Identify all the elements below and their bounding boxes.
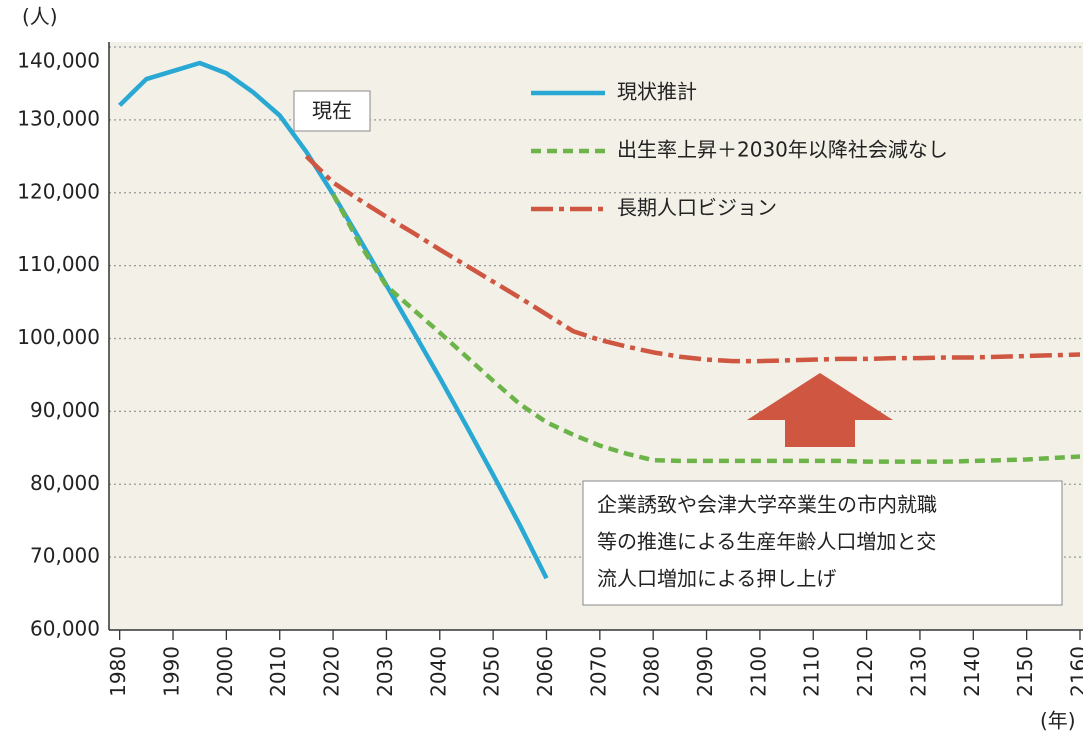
- x-tick-label: 2150: [1013, 646, 1037, 697]
- y-tick-label: 60,000: [30, 617, 100, 641]
- x-tick-label: 2070: [586, 646, 610, 697]
- y-tick-label: 110,000: [17, 252, 100, 276]
- y-tick-label: 70,000: [30, 544, 100, 568]
- y-tick-label: 80,000: [30, 471, 100, 495]
- x-tick-label: 2130: [906, 646, 930, 697]
- legend-label: 出生率上昇＋2030年以降社会減なし: [617, 138, 948, 162]
- x-tick-label: 2100: [746, 646, 770, 697]
- series-line: [304, 154, 1081, 364]
- y-tick-label: 120,000: [17, 179, 100, 203]
- x-tick-label: 1990: [160, 646, 184, 697]
- x-tick-label: 2000: [213, 646, 237, 697]
- x-tick-label: 2140: [960, 646, 984, 697]
- y-unit: (人): [22, 5, 58, 29]
- x-tick-label: 2160: [1067, 646, 1083, 697]
- x-tick-label: 2080: [640, 646, 664, 697]
- x-tick-label: 2090: [693, 646, 717, 697]
- x-tick-label: 2020: [320, 646, 344, 697]
- y-tick-label: 140,000: [17, 49, 100, 73]
- x-tick-label: 2060: [533, 646, 557, 697]
- annotation: 等の推進による生産年齢人口増加と交: [597, 530, 936, 554]
- x-tick-label: 2030: [373, 646, 397, 697]
- arrow: [747, 373, 893, 447]
- x-tick-label: 2010: [266, 646, 290, 697]
- annotation-box: [582, 480, 1063, 606]
- annotation: 企業誘致や会津大学卒業生の市内就職: [597, 493, 937, 517]
- x-tick-label: 2040: [426, 646, 450, 697]
- legend-label: 現状推計: [617, 80, 697, 104]
- x-unit: (年): [1040, 709, 1076, 733]
- annotation: 流人口増加による押し上げ: [597, 567, 836, 591]
- annotation: 現在: [312, 99, 352, 123]
- legend-label: 長期人口ビジョン: [617, 196, 777, 220]
- y-tick-label: 130,000: [17, 106, 100, 130]
- x-tick-label: 1980: [106, 646, 130, 697]
- annotation-box: [293, 90, 371, 132]
- y-tick-label: 100,000: [17, 325, 100, 349]
- y-tick-label: 90,000: [30, 398, 100, 422]
- x-tick-label: 2110: [800, 646, 824, 697]
- x-tick-label: 2050: [480, 646, 504, 697]
- series-line: [331, 193, 1081, 464]
- x-tick-label: 2120: [853, 646, 877, 697]
